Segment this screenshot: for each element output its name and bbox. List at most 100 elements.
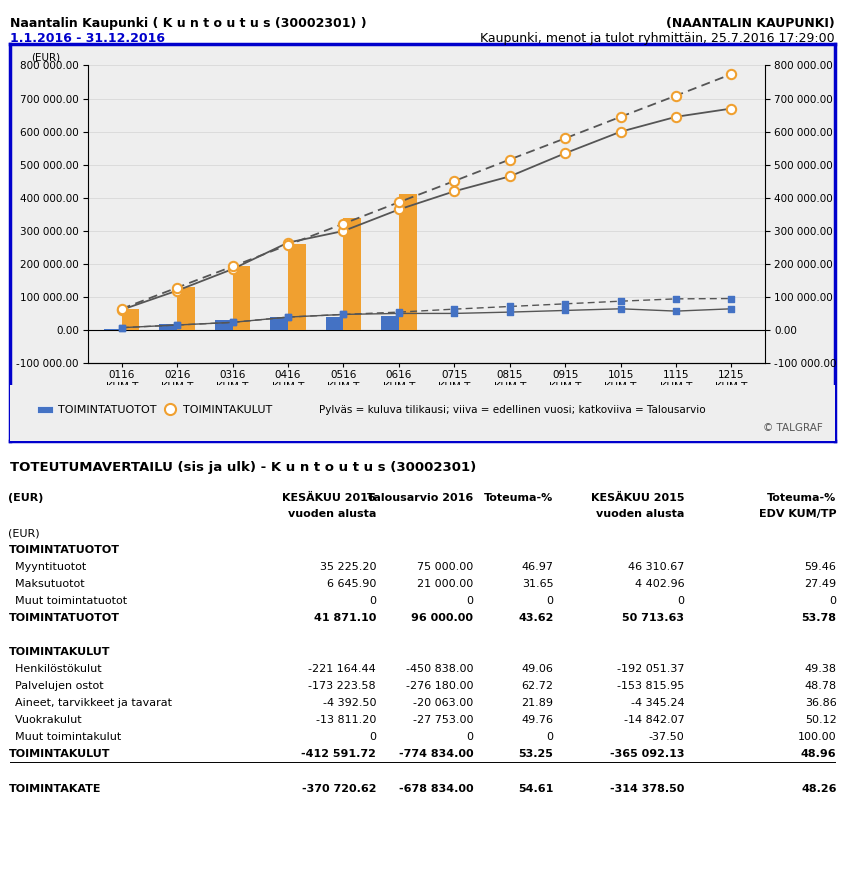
Text: EDV KUM/TP: EDV KUM/TP [758,509,836,519]
Text: 0: 0 [466,596,473,606]
Point [392,306,405,320]
Bar [270,317,288,330]
Text: -14 842.07: -14 842.07 [623,716,684,725]
Text: 49.06: 49.06 [521,664,553,674]
Point [115,320,128,334]
Text: Myyntituotot: Myyntituotot [8,562,87,572]
Point [225,262,239,276]
Point [558,304,571,318]
Text: -365 092.13: -365 092.13 [609,749,684,760]
Text: Palvelujen ostot: Palvelujen ostot [8,681,104,691]
Point [281,310,295,324]
Text: Henkilöstökulut: Henkilöstökulut [8,664,102,674]
Point [336,307,349,321]
Text: 53.78: 53.78 [801,613,836,623]
Bar [398,194,416,330]
Point [668,292,682,306]
Text: Toteuma-%: Toteuma-% [766,493,836,503]
Point [502,153,516,167]
Point [281,310,295,324]
Point [336,307,349,321]
Point [281,236,295,250]
Text: (EUR): (EUR) [8,493,44,503]
Text: 0: 0 [546,596,553,606]
Text: -4 392.50: -4 392.50 [322,698,376,708]
Text: Maksutuotot: Maksutuotot [8,580,85,589]
Text: 21 000.00: 21 000.00 [416,580,473,589]
Point [392,196,405,210]
Text: 49.76: 49.76 [521,716,553,725]
Text: Naantalin Kaupunki ( K u n t o u t u s (30002301) ): Naantalin Kaupunki ( K u n t o u t u s (… [10,17,366,31]
Text: Kaupunki, menot ja tulot ryhmittäin, 25.7.2016 17:29:00: Kaupunki, menot ja tulot ryhmittäin, 25.… [479,32,834,45]
Point [724,292,738,306]
Point [613,294,626,308]
Point [170,318,184,332]
Text: 31.65: 31.65 [522,580,553,589]
Point [613,110,626,124]
Text: vuoden alusta: vuoden alusta [595,509,684,519]
Text: 48.78: 48.78 [803,681,836,691]
Text: 75 000.00: 75 000.00 [416,562,473,572]
Point [115,303,128,317]
Point [502,306,516,320]
Point [502,169,516,183]
Text: 46 310.67: 46 310.67 [627,562,684,572]
Point [225,315,239,329]
Text: 62.72: 62.72 [521,681,553,691]
Text: © TALGRAF: © TALGRAF [762,423,821,432]
Point [115,320,128,334]
Text: 0: 0 [369,732,376,742]
Text: 4 402.96: 4 402.96 [634,580,684,589]
Bar [381,316,398,330]
Text: 27.49: 27.49 [803,580,836,589]
Text: Pylväs = kuluva tilikausi; viiva = edellinen vuosi; katkoviiva = Talousarvio: Pylväs = kuluva tilikausi; viiva = edell… [319,405,706,416]
Text: Vuokrakulut: Vuokrakulut [8,716,82,725]
Bar [232,265,250,330]
Text: KESÄKUU 2015: KESÄKUU 2015 [590,493,684,504]
Text: -774 834.00: -774 834.00 [398,749,473,760]
Point [336,217,349,230]
Text: 6 645.90: 6 645.90 [327,580,376,589]
Point [724,101,738,115]
Text: 50.12: 50.12 [803,716,836,725]
Text: Muut toimintakulut: Muut toimintakulut [8,732,122,742]
Legend: TOIMINTATUOTOT, TOIMINTAKULUT: TOIMINTATUOTOT, TOIMINTAKULUT [32,401,276,420]
Point [336,224,349,238]
Text: -37.50: -37.50 [648,732,684,742]
Text: 48.96: 48.96 [800,749,836,760]
Text: 41 871.10: 41 871.10 [313,613,376,623]
Text: -221 164.44: -221 164.44 [308,664,376,674]
Point [613,125,626,139]
Point [668,89,682,103]
Bar [104,328,122,330]
Point [447,302,461,316]
Point [281,238,295,252]
Text: -27 753.00: -27 753.00 [412,716,473,725]
Point [668,304,682,318]
Text: 0: 0 [466,732,473,742]
Point [558,297,571,311]
Text: 53.25: 53.25 [518,749,553,760]
Text: (EUR): (EUR) [31,52,60,63]
Text: -4 345.24: -4 345.24 [630,698,684,708]
Text: 59.46: 59.46 [803,562,836,572]
Text: 0: 0 [369,596,376,606]
Point [115,302,128,316]
Text: (NAANTALIN KAUPUNKI): (NAANTALIN KAUPUNKI) [665,17,834,31]
Text: 48.26: 48.26 [800,784,836,794]
Point [225,259,239,273]
Text: 54.61: 54.61 [517,784,553,794]
Text: 35 225.20: 35 225.20 [319,562,376,572]
Text: 0: 0 [677,596,684,606]
Text: 96 000.00: 96 000.00 [411,613,473,623]
Text: Aineet, tarvikkeet ja tavarat: Aineet, tarvikkeet ja tavarat [8,698,172,708]
Text: 46.97: 46.97 [521,562,553,572]
Text: 36.86: 36.86 [803,698,836,708]
Text: (EUR): (EUR) [8,528,40,538]
Point [447,174,461,188]
Text: -13 811.20: -13 811.20 [316,716,376,725]
Text: -450 838.00: -450 838.00 [405,664,473,674]
Text: 21.89: 21.89 [521,698,553,708]
Point [392,306,405,320]
Point [170,284,184,298]
